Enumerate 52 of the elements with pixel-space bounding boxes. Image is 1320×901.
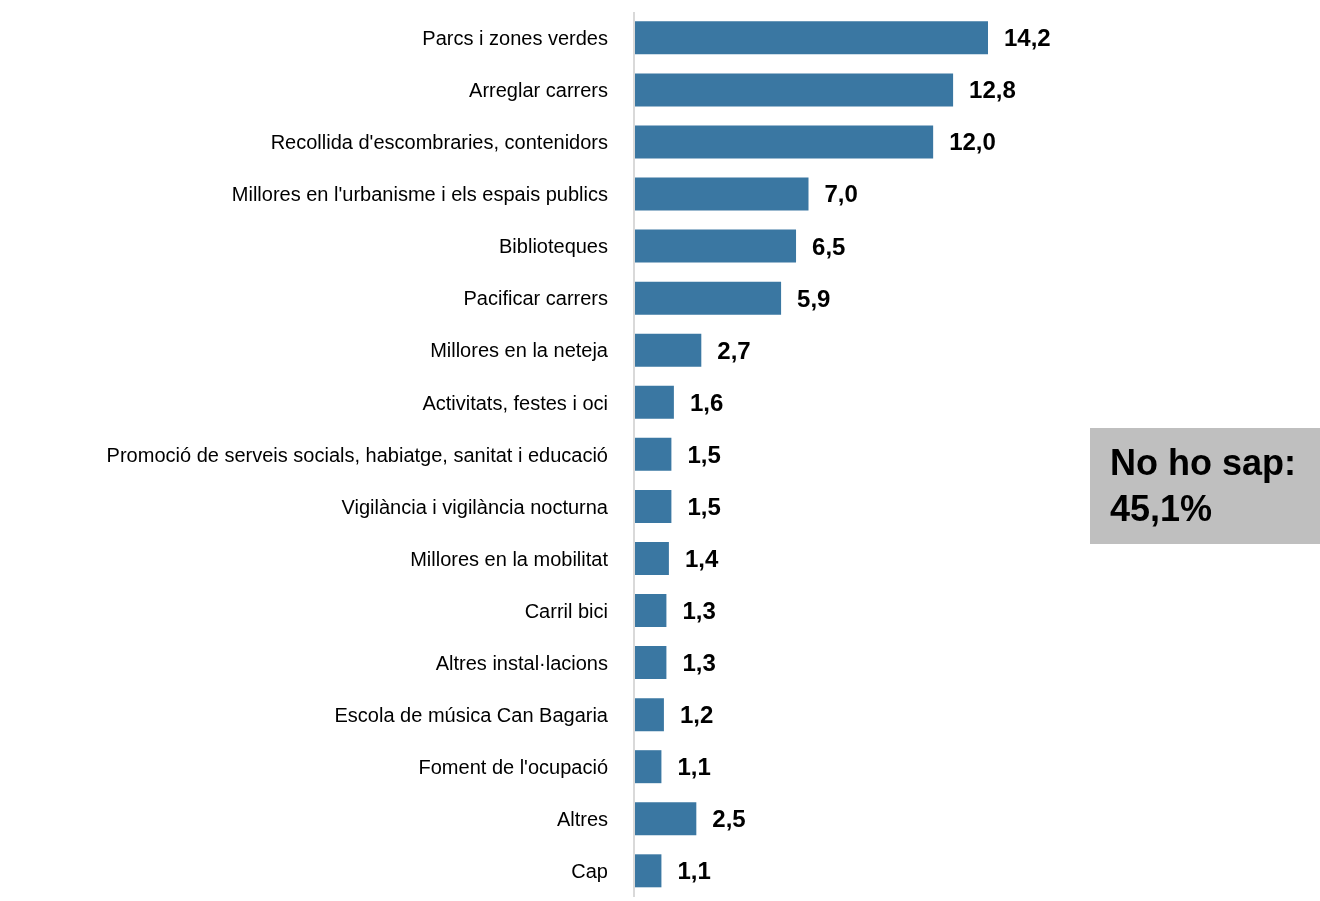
bar — [634, 229, 797, 263]
bar — [634, 177, 809, 211]
bar — [634, 385, 674, 419]
data-label: 1,3 — [682, 648, 716, 676]
text: No ho sap: 45,1% — [1090, 428, 1320, 544]
y-tick-label: Pacificar carrers — [463, 287, 608, 310]
y-tick-label: Promoció de serveis socials, habiatge, sanitat i educació — [106, 443, 608, 466]
bar — [634, 437, 672, 471]
bar — [634, 541, 669, 575]
data-label: 1,2 — [679, 701, 714, 729]
data-label: 2,5 — [712, 805, 746, 833]
bar — [634, 646, 667, 680]
y-tick-label: Arreglar carrers — [469, 79, 608, 102]
y-tick-label: Altres — [556, 808, 608, 831]
y-tick-label: Altres instal·lacions — [435, 651, 608, 674]
data-label: 2,7 — [717, 336, 751, 364]
data-label: 1,5 — [687, 492, 721, 520]
y-tick-label: Escola de música Can Bagaria — [334, 703, 609, 726]
bar — [634, 750, 662, 784]
bar — [634, 802, 697, 836]
bar — [634, 594, 667, 628]
data-label: 14,2 — [1004, 24, 1051, 52]
data-label: 12,8 — [969, 76, 1016, 104]
bar — [634, 73, 954, 107]
bar — [634, 281, 782, 315]
data-label: 1,1 — [677, 753, 711, 781]
bar — [634, 333, 702, 367]
data-label: 1,5 — [687, 440, 721, 468]
bar — [634, 698, 664, 732]
bar — [634, 125, 934, 159]
y-tick-label: Parcs i zones verdes — [422, 27, 608, 50]
y-tick-label: Activitats, festes i oci — [422, 391, 608, 414]
data-label: 7,0 — [824, 180, 858, 208]
data-label: 1,4 — [684, 544, 719, 572]
data-label: 1,3 — [682, 596, 716, 624]
bar — [634, 21, 988, 55]
y-tick-label: Recollida d'escombraries, contenidors — [270, 131, 608, 154]
y-tick-label: Cap — [571, 860, 608, 883]
y-tick-label: Foment de l'ocupació — [418, 755, 608, 778]
data-label: 6,5 — [812, 232, 846, 260]
y-tick-label: Carril bici — [524, 599, 608, 622]
y-tick-label: Millores en la neteja — [430, 339, 609, 362]
y-tick-label: Millores en la mobilitat — [410, 547, 609, 570]
data-label: 5,9 — [797, 284, 831, 312]
data-label: 1,1 — [677, 857, 711, 885]
y-tick-label: Biblioteques — [499, 235, 608, 258]
y-tick-label: Vigilància i vigilància nocturna — [341, 495, 609, 518]
bar — [634, 854, 662, 888]
data-label: 1,6 — [689, 388, 724, 416]
bar — [634, 489, 672, 523]
y-tick-label: Millores en l'urbanisme i els espais publics — [231, 183, 608, 206]
data-label: 12,0 — [949, 128, 996, 156]
